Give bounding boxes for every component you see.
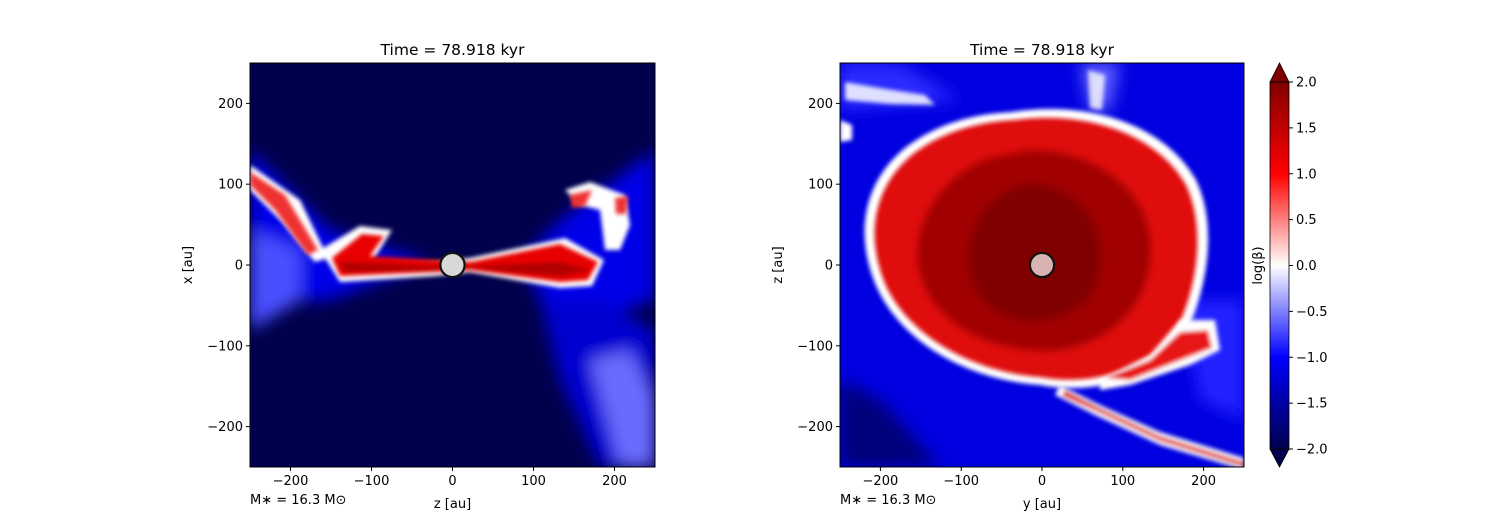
star-marker-left: [439, 251, 466, 279]
colorbar-tick-label: 0.5: [1296, 213, 1317, 228]
x-tick-label: −100: [354, 474, 390, 489]
y-tick-label: −100: [207, 339, 243, 354]
y-tick-label: 100: [218, 178, 243, 193]
y-axis-label-1: x [au]: [181, 246, 196, 284]
colorbar-tick-label: −0.5: [1296, 305, 1328, 320]
chart-title-2: Time = 78.918 kyr: [969, 41, 1115, 59]
colorbar-tick-label: 1.5: [1296, 121, 1317, 136]
x-tick-label: −200: [273, 474, 309, 489]
y-tick-label: −200: [797, 420, 833, 435]
colorbar-extend-bottom: [1269, 448, 1290, 468]
colorbar-extend-top: [1269, 62, 1290, 83]
colorbar-tick-label: −1.0: [1296, 351, 1328, 366]
x-tick-label: 200: [602, 474, 627, 489]
y-tick-label: −200: [207, 420, 243, 435]
colorbar-tick-label: 2.0: [1296, 76, 1317, 91]
x-tick-label: 0: [1038, 474, 1046, 489]
colorbar-body: [1270, 82, 1289, 449]
colorbar: [1269, 62, 1290, 468]
chart-title-1: Time = 78.918 kyr: [380, 41, 526, 59]
panel-left-field: [250, 63, 655, 467]
x-tick-label: 100: [521, 474, 546, 489]
stellar-mass-annotation-2: M∗ = 16.3 M⊙: [840, 493, 936, 508]
colorbar-tick-label: −1.5: [1296, 397, 1328, 412]
x-tick-label: 200: [1191, 474, 1216, 489]
x-tick-label: −100: [943, 474, 979, 489]
x-tick-label: 0: [448, 474, 456, 489]
y-tick-label: 0: [235, 259, 243, 274]
x-axis-label-2: y [au]: [1023, 497, 1061, 512]
star-marker-right: [1028, 251, 1056, 279]
colorbar-tick-label: 1.0: [1296, 167, 1317, 182]
x-axis-label-1: z [au]: [434, 497, 471, 512]
y-tick-label: 200: [808, 97, 833, 112]
x-tick-label: 100: [1110, 474, 1135, 489]
y-tick-label: 0: [825, 259, 833, 274]
colorbar-tick-label: −2.0: [1296, 443, 1328, 458]
y-tick-label: 200: [218, 97, 243, 112]
colorbar-tick-label: 0.0: [1296, 259, 1317, 274]
x-tick-label: −200: [863, 474, 899, 489]
y-tick-label: −100: [797, 339, 833, 354]
y-tick-label: 100: [808, 178, 833, 193]
stellar-mass-annotation-1: M∗ = 16.3 M⊙: [250, 493, 346, 508]
y-axis-label-2: z [au]: [771, 246, 786, 283]
panel-right-field: [840, 63, 1244, 467]
colorbar-label: log(β): [1251, 246, 1266, 284]
